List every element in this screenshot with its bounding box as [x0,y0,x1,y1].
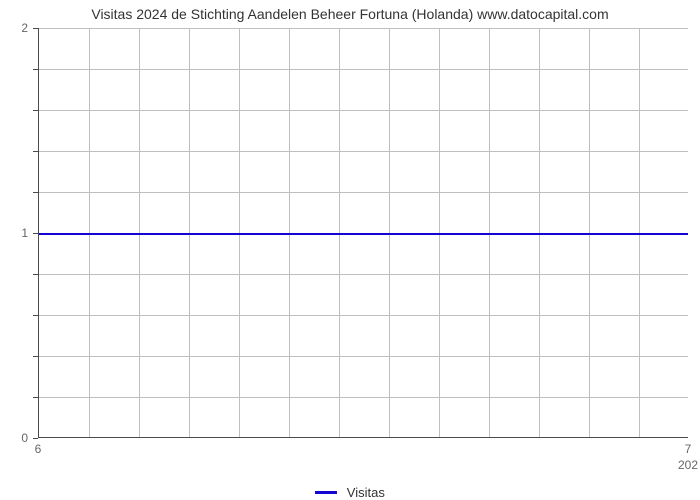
ytick-mark [33,28,38,29]
gridline-horizontal [39,69,688,70]
ytick-mark [33,274,38,275]
gridline-horizontal [39,315,688,316]
chart-title: Visitas 2024 de Stichting Aandelen Behee… [0,6,700,22]
gridline-horizontal [39,151,688,152]
x-sublabel: 202 [678,458,698,472]
legend-swatch [315,491,337,494]
ytick-mark [33,110,38,111]
ytick-mark [33,233,38,234]
gridline-horizontal [39,110,688,111]
visits-chart: Visitas 2024 de Stichting Aandelen Behee… [0,0,700,500]
ytick-mark [33,192,38,193]
series-line [39,233,688,235]
ytick-label: 1 [0,226,28,240]
ytick-mark [33,438,38,439]
gridline-horizontal [39,28,688,29]
legend-label: Visitas [347,485,385,500]
ytick-label: 2 [0,21,28,35]
ytick-mark [33,397,38,398]
xtick-label: 7 [685,442,692,456]
plot-area [38,28,688,438]
gridline-horizontal [39,192,688,193]
ytick-mark [33,356,38,357]
xtick-label: 6 [35,442,42,456]
ytick-mark [33,151,38,152]
legend: Visitas [0,484,700,500]
ytick-label: 0 [0,431,28,445]
gridline-horizontal [39,356,688,357]
gridline-horizontal [39,274,688,275]
ytick-mark [33,315,38,316]
gridline-horizontal [39,397,688,398]
ytick-mark [33,69,38,70]
